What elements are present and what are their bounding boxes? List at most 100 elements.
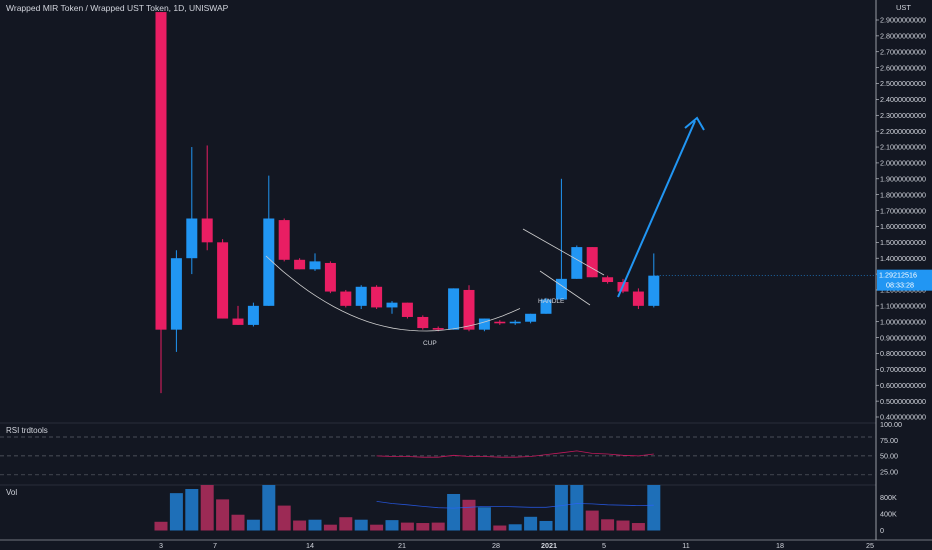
candle bbox=[602, 275, 614, 284]
handle-upper-line bbox=[522, 228, 605, 276]
candle bbox=[509, 320, 521, 325]
candle-body bbox=[186, 218, 198, 259]
candle-body bbox=[478, 318, 490, 330]
time-tick-label: 7 bbox=[213, 541, 217, 550]
volume-bars bbox=[154, 485, 661, 531]
price-tick-label: 2.6000000000 bbox=[880, 63, 926, 72]
candle-body bbox=[417, 316, 429, 329]
candle-body bbox=[263, 218, 275, 306]
candle bbox=[463, 285, 475, 332]
volume-bar bbox=[477, 507, 491, 531]
price-tick-label: 2.4000000000 bbox=[880, 95, 926, 104]
candle-body bbox=[432, 328, 444, 330]
volume-bar bbox=[277, 505, 291, 531]
volume-bar bbox=[293, 520, 307, 531]
candle-body bbox=[448, 288, 460, 330]
candle bbox=[170, 250, 182, 352]
time-tick-label: 3 bbox=[159, 541, 163, 550]
price-tick-label: 2.2000000000 bbox=[880, 127, 926, 136]
candle-body bbox=[355, 286, 367, 306]
cup-annotation: CUP bbox=[423, 340, 437, 347]
candle-body bbox=[232, 318, 244, 325]
price-tick-label: 2.5000000000 bbox=[880, 79, 926, 88]
candle bbox=[217, 239, 229, 319]
pattern-layer bbox=[265, 116, 876, 332]
candle-body bbox=[648, 275, 660, 306]
volume-tick-label: 400K bbox=[880, 510, 897, 519]
volume-bar bbox=[462, 499, 476, 531]
volume-label: Vol bbox=[6, 488, 17, 497]
volume-bar bbox=[539, 520, 553, 531]
candle-body bbox=[525, 313, 537, 322]
volume-bar bbox=[385, 520, 399, 531]
volume-tick-label: 0 bbox=[880, 526, 884, 535]
candle bbox=[448, 288, 460, 330]
countdown-label: 08:33:28 bbox=[886, 281, 914, 290]
candle-body bbox=[555, 278, 567, 300]
candle bbox=[417, 315, 429, 330]
price-tick-label: 1.8000000000 bbox=[880, 190, 926, 199]
price-axis: 2.9000000000 2.8000000000 2.7000000000 2.60… bbox=[876, 16, 932, 422]
price-tick-label: 1.6000000000 bbox=[880, 222, 926, 231]
volume-bar bbox=[554, 485, 568, 531]
price-tick-label: 1.0000000000 bbox=[880, 317, 926, 326]
candle bbox=[201, 145, 213, 251]
candle-body bbox=[155, 12, 167, 330]
candle bbox=[386, 301, 398, 314]
volume-bar bbox=[631, 523, 645, 531]
rsi-label: RSI trdtools bbox=[6, 426, 48, 435]
candle-body bbox=[509, 321, 521, 324]
handle-lower-line bbox=[539, 270, 591, 306]
volume-tick-label: 800K bbox=[880, 493, 897, 502]
volume-bar bbox=[370, 524, 384, 531]
price-tick-label: 0.9000000000 bbox=[880, 333, 926, 342]
volume-bar bbox=[231, 514, 245, 531]
candle-body bbox=[371, 286, 383, 308]
candle-body bbox=[494, 321, 506, 324]
candle bbox=[478, 318, 490, 332]
time-tick-label: 11 bbox=[682, 541, 689, 550]
volume-bar bbox=[308, 519, 322, 531]
candle bbox=[648, 253, 660, 308]
candle bbox=[525, 313, 537, 324]
rsi-panel: 100.00 75.00 50.00 25.00 bbox=[0, 420, 902, 476]
volume-bar bbox=[400, 522, 414, 531]
volume-bar bbox=[416, 523, 430, 531]
candle bbox=[371, 285, 383, 310]
rsi-line bbox=[376, 450, 654, 458]
time-tick-label: 2021 bbox=[541, 541, 557, 550]
candle-body bbox=[586, 247, 598, 278]
candle-body bbox=[309, 261, 321, 270]
price-tick-label: 2.1000000000 bbox=[880, 143, 926, 152]
candle bbox=[586, 247, 598, 278]
chart-title: Wrapped MIR Token / Wrapped UST Token, 1… bbox=[6, 3, 229, 13]
volume-bar bbox=[216, 499, 230, 531]
time-tick-label: 18 bbox=[776, 541, 784, 550]
price-tick-label: 2.7000000000 bbox=[880, 47, 926, 56]
candle-body bbox=[201, 218, 213, 243]
volume-bar bbox=[154, 521, 168, 531]
candle bbox=[309, 253, 321, 271]
volume-bar bbox=[200, 485, 214, 531]
time-tick-label: 25 bbox=[866, 541, 874, 550]
price-tick-label: 1.9000000000 bbox=[880, 175, 926, 184]
candle-body bbox=[217, 242, 229, 319]
rsi-tick-label: 75.00 bbox=[880, 436, 898, 445]
price-tick-label: 0.8000000000 bbox=[880, 349, 926, 358]
price-tick-label: 1.5000000000 bbox=[880, 238, 926, 247]
price-unit-label: UST bbox=[896, 3, 911, 12]
rsi-tick-label: 50.00 bbox=[880, 452, 898, 461]
volume-panel: 800K 400K 0 bbox=[154, 485, 897, 535]
current-price-label: 1.29212516 bbox=[879, 271, 917, 280]
candle bbox=[632, 288, 644, 310]
volume-bar bbox=[169, 493, 183, 531]
price-tick-label: 0.6000000000 bbox=[880, 381, 926, 390]
volume-bar bbox=[354, 519, 368, 531]
candle bbox=[263, 175, 275, 306]
candle-body bbox=[247, 305, 259, 325]
price-tick-label: 1.4000000000 bbox=[880, 254, 926, 263]
price-tick-label: 2.0000000000 bbox=[880, 159, 926, 168]
candle bbox=[294, 258, 306, 270]
volume-bar bbox=[246, 519, 260, 531]
